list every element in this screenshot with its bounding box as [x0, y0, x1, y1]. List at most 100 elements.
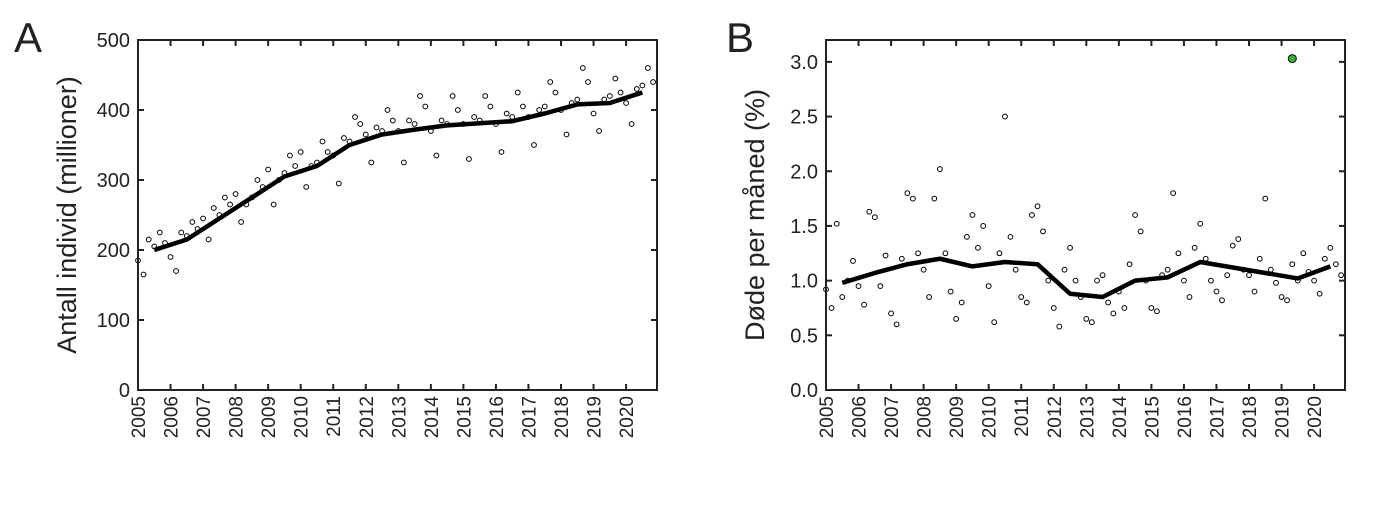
plot-frame — [137, 39, 658, 391]
data-point — [893, 321, 900, 328]
data-point — [650, 79, 656, 85]
data-point — [1278, 294, 1285, 300]
data-point — [341, 135, 347, 141]
data-point — [1012, 266, 1019, 273]
data-point — [1246, 272, 1252, 279]
x-tick-label: 2015 — [1142, 396, 1163, 438]
data-point — [200, 215, 206, 222]
y-tick-label: 2.5 — [790, 107, 818, 129]
data-point — [612, 75, 619, 82]
data-point — [438, 117, 445, 124]
y-tick-label: 1.0 — [790, 271, 818, 293]
data-point — [861, 301, 867, 308]
data-point — [145, 236, 152, 243]
data-point — [466, 156, 472, 162]
data-point — [238, 219, 245, 225]
data-point — [1224, 272, 1231, 279]
data-point — [936, 166, 943, 172]
data-point — [980, 223, 987, 229]
data-point — [855, 283, 862, 289]
y-tick-label: 0.5 — [790, 325, 818, 347]
data-point — [898, 255, 905, 262]
y-tick-label: 500 — [97, 30, 130, 52]
x-tick-label: 2014 — [1110, 396, 1131, 439]
data-point — [1287, 54, 1297, 64]
data-point — [303, 184, 310, 190]
data-point — [953, 316, 960, 322]
x-tick-label: 2006 — [162, 396, 183, 438]
data-point — [514, 89, 521, 96]
data-point — [1311, 277, 1317, 284]
data-point — [487, 103, 494, 110]
data-point — [1154, 308, 1160, 315]
data-point — [866, 208, 873, 215]
data-point — [1067, 244, 1073, 251]
data-point — [254, 177, 261, 183]
data-point — [1191, 244, 1198, 251]
x-tick-label: 2020 — [617, 396, 638, 438]
data-point — [585, 79, 591, 85]
data-point — [454, 107, 461, 113]
data-point — [1235, 236, 1242, 242]
x-tick-label: 2019 — [1273, 396, 1294, 438]
data-point — [1148, 305, 1155, 311]
x-tick-label: 2014 — [422, 396, 443, 439]
x-tick-label: 2011 — [324, 396, 345, 437]
data-point — [1316, 290, 1323, 297]
x-tick-label: 2007 — [194, 396, 215, 438]
data-point — [579, 65, 586, 71]
y-tick-label: 300 — [97, 170, 130, 192]
data-point — [1186, 294, 1193, 300]
data-point — [1208, 277, 1214, 284]
data-point — [357, 121, 364, 127]
x-tick-label: 2013 — [1077, 396, 1098, 438]
x-tick-label: 2017 — [1207, 396, 1228, 438]
data-point — [828, 305, 835, 311]
data-point — [520, 103, 526, 110]
data-point — [210, 205, 217, 211]
data-point — [947, 288, 954, 295]
data-point — [617, 89, 624, 96]
data-point — [563, 131, 570, 138]
data-point — [1256, 255, 1263, 262]
data-point — [1099, 272, 1106, 279]
data-point — [931, 195, 938, 202]
data-point — [1338, 272, 1344, 279]
data-point — [189, 219, 196, 225]
data-point — [1121, 305, 1128, 311]
data-point — [942, 250, 949, 257]
data-point — [324, 149, 331, 155]
data-point — [1300, 250, 1307, 257]
data-point — [1170, 190, 1177, 197]
data-point — [628, 121, 635, 127]
y-tick-label: 0.0 — [790, 380, 818, 402]
data-point — [1213, 288, 1220, 295]
y-tick-label: 200 — [97, 240, 130, 262]
data-point — [1007, 233, 1014, 240]
data-point — [1040, 228, 1046, 235]
data-point — [389, 117, 396, 124]
y-tick-label: 400 — [97, 100, 130, 122]
data-point — [270, 201, 277, 208]
x-tick-label: 2009 — [947, 396, 968, 438]
data-point — [1321, 255, 1328, 262]
data-point — [633, 86, 640, 92]
x-tick-label: 2016 — [487, 396, 508, 438]
plot-frame — [825, 39, 1346, 391]
data-point — [1018, 294, 1025, 300]
data-point — [482, 93, 489, 99]
data-point — [362, 131, 369, 138]
x-tick-label: 2017 — [519, 396, 540, 438]
data-point — [1181, 277, 1187, 284]
data-point — [433, 152, 440, 159]
data-point — [1289, 261, 1296, 268]
data-point — [156, 229, 163, 236]
data-point — [871, 214, 878, 221]
data-point — [888, 310, 894, 317]
data-point — [1088, 319, 1095, 326]
y-tick-label: 0 — [119, 380, 130, 402]
data-point — [1164, 266, 1171, 273]
data-point — [1056, 323, 1063, 330]
trend-line — [153, 90, 644, 253]
